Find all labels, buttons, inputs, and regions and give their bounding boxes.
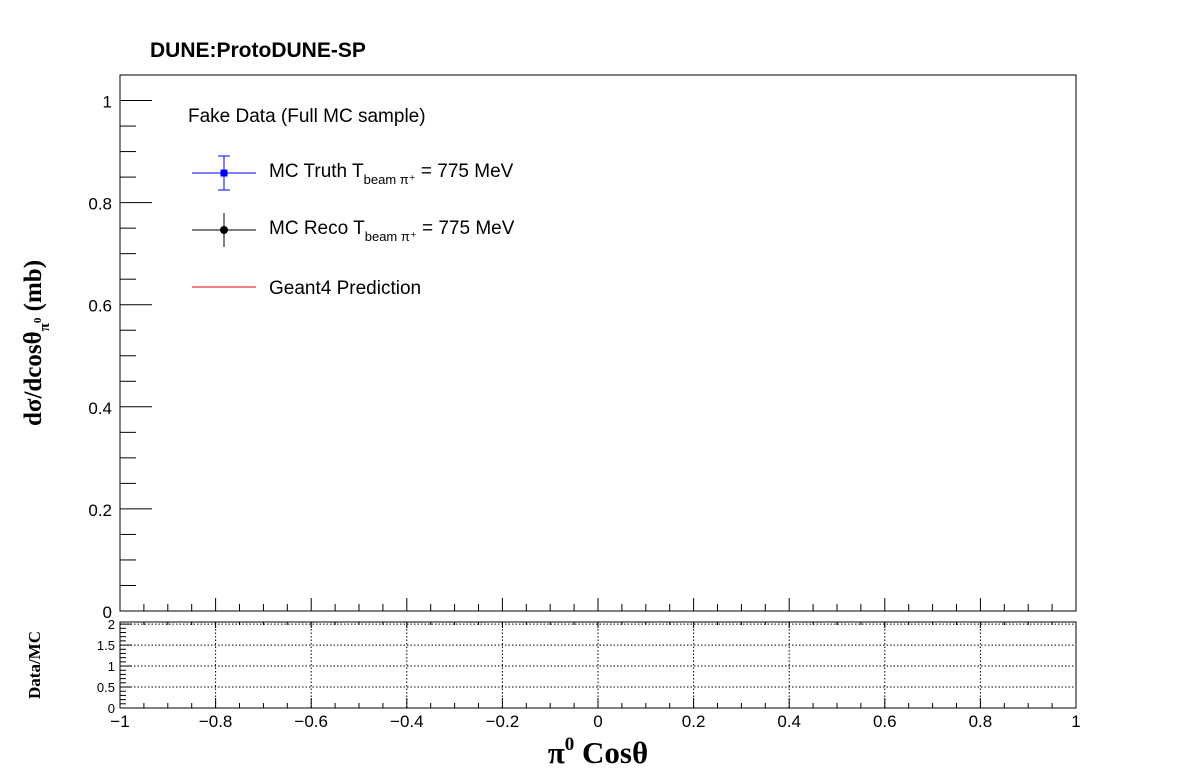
x-tick-label: −0.6 [294,712,328,731]
ratio-y-label-text: Data/MC [25,631,44,699]
ratio-y-axis-label: Data/MC [25,631,44,699]
y-label-subsup: 0 [32,317,44,323]
legend-entry-mc-truth: MC Truth Tbeam π⁺ = 775 MeV [192,155,514,191]
ratio-y-tick-label: 0.5 [97,680,115,695]
legend-entry-geant4: Geant4 Prediction [192,278,421,299]
ratio-axis-ticks: 0 0.5 1 1.5 2 −1 −0.8 −0.6 −0.4 −0.2 0 0.2 0.4 0.6 0.8… [97,617,1081,731]
ratio-y-tick-label: 1 [108,659,115,674]
svg-text:dσ/dcosθπ0 (mb): dσ/dcosθπ0 (mb) [20,260,53,426]
legend-marker-mc-reco-circle [220,226,228,234]
x-tick-label: 0.6 [873,712,897,731]
legend-header: Fake Data (Full MC sample) [188,106,426,127]
ratio-y-tick-label: 0 [108,701,115,716]
x-label-base: π [548,735,565,770]
x-tick-label: 1 [1071,712,1080,731]
main-axis-ticks: 0 0.2 0.4 0.6 0.8 1 [88,93,1077,622]
main-y-tick-label: 0.2 [88,501,112,520]
main-y-tick-label: 1 [103,93,112,112]
y-label-text: dσ/dcosθ [20,331,47,426]
main-y-tick-label: 0.6 [88,297,112,316]
svg-text:MC Truth Tbeam π⁺ = 775 MeV: MC Truth Tbeam π⁺ = 775 MeV [269,161,514,187]
x-tick-label: 0.4 [777,712,801,731]
x-tick-label: −0.2 [486,712,520,731]
legend-sub-mc-truth: beam π⁺ [364,172,416,187]
legend: Fake Data (Full MC sample) MC Truth Tbea… [188,106,515,299]
main-y-tick-label: 0.4 [88,399,112,418]
y-label-sub: π [37,322,53,331]
main-y-tick-label: 0 [103,603,112,622]
legend-label-mc-reco: MC Reco T [269,218,365,239]
legend-suffix-mc-reco: = 775 MeV [417,218,515,239]
x-tick-label: −0.8 [199,712,233,731]
main-y-axis-label: dσ/dcosθπ0 (mb) [20,260,53,426]
x-label-sup: 0 [565,734,575,755]
x-label-text: Cosθ [574,735,648,770]
legend-label-geant4: Geant4 Prediction [269,278,421,299]
legend-marker-mc-truth-square [220,169,228,177]
chart-title: DUNE:ProtoDUNE-SP [150,39,366,62]
main-y-tick-label: 0.8 [88,195,112,214]
legend-suffix-mc-truth: = 775 MeV [416,161,514,182]
svg-text:MC Reco Tbeam π⁺ = 775 MeV: MC Reco Tbeam π⁺ = 775 MeV [269,218,515,244]
legend-label-mc-truth: MC Truth T [269,161,364,182]
x-axis-label: π0 Cosθ [548,734,648,770]
x-tick-label: −0.4 [390,712,424,731]
ratio-grid [120,622,1076,708]
main-plot-frame [119,74,1077,612]
x-tick-label: −1 [110,712,129,731]
x-tick-label: 0.8 [969,712,993,731]
ratio-y-tick-label: 2 [108,617,115,632]
y-label-unit: (mb) [20,260,47,318]
x-tick-label: 0 [593,712,602,731]
x-tick-label: 0.2 [682,712,706,731]
ratio-y-tick-label: 1.5 [97,638,115,653]
legend-entry-mc-reco: MC Reco Tbeam π⁺ = 775 MeV [192,213,515,247]
legend-sub-mc-reco: beam π⁺ [365,229,417,244]
